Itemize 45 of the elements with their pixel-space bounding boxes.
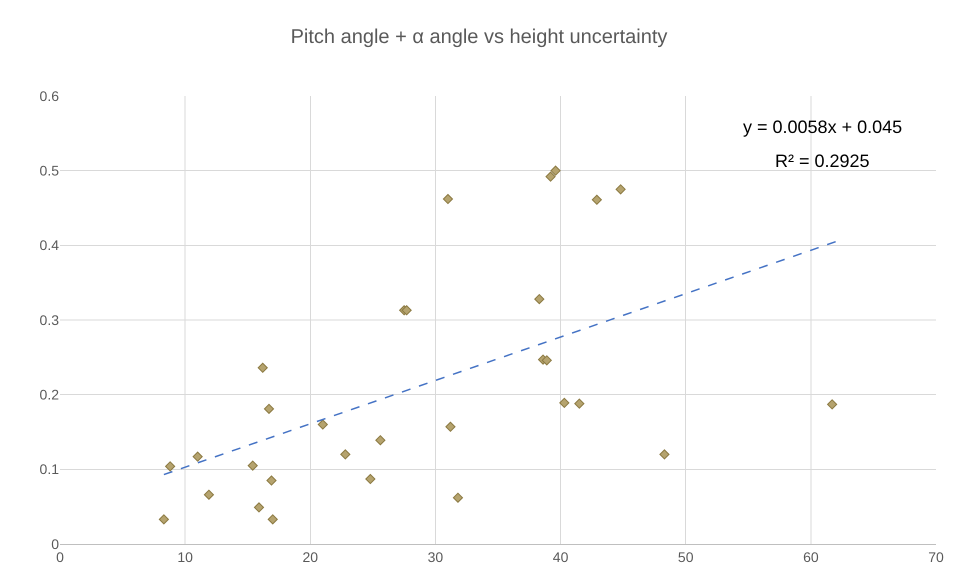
point (375, 435, 386, 446)
point (158, 514, 169, 524)
point (204, 490, 214, 500)
y-tick-label: 0 (51, 536, 60, 552)
x-tick-label: 30 (428, 548, 444, 565)
point (546, 172, 556, 182)
point (550, 166, 561, 176)
y-tick-label: 0.1 (40, 461, 60, 478)
point (318, 419, 328, 430)
y-tick-label: 0.4 (40, 237, 60, 254)
point (542, 355, 552, 366)
point (659, 449, 670, 460)
y-tick-label: 0.6 (40, 88, 60, 104)
point (616, 184, 626, 194)
point (340, 449, 350, 460)
x-tick-label: 50 (678, 548, 694, 565)
y-tick-label: 0.2 (40, 386, 60, 403)
point (452, 492, 463, 503)
point (254, 502, 264, 512)
point (559, 398, 570, 408)
point (827, 399, 838, 410)
point (534, 294, 544, 304)
x-tick-label: 20 (302, 548, 318, 565)
annotation: R² = 0.2925 (775, 151, 870, 171)
point (248, 460, 258, 471)
point (192, 452, 203, 462)
point (574, 398, 584, 409)
y-tick-label: 0.3 (40, 312, 60, 328)
point (258, 362, 268, 373)
point (592, 194, 602, 205)
chart-title: Pitch angle + α angle vs height uncertainty (290, 26, 668, 48)
y-tick-label: 0.5 (40, 162, 60, 179)
point (365, 474, 376, 484)
point (442, 194, 453, 204)
x-tick-label: 40 (552, 548, 569, 565)
x-tick-label: 70 (928, 548, 944, 565)
x-tick-label: 10 (177, 548, 194, 565)
point (268, 514, 278, 524)
annotation: y = 0.0058x + 0.045 (743, 117, 902, 137)
point (445, 422, 456, 432)
point (402, 305, 412, 316)
point (264, 404, 274, 414)
point (165, 461, 176, 472)
point (266, 475, 277, 486)
x-tick-label: 60 (803, 548, 819, 565)
